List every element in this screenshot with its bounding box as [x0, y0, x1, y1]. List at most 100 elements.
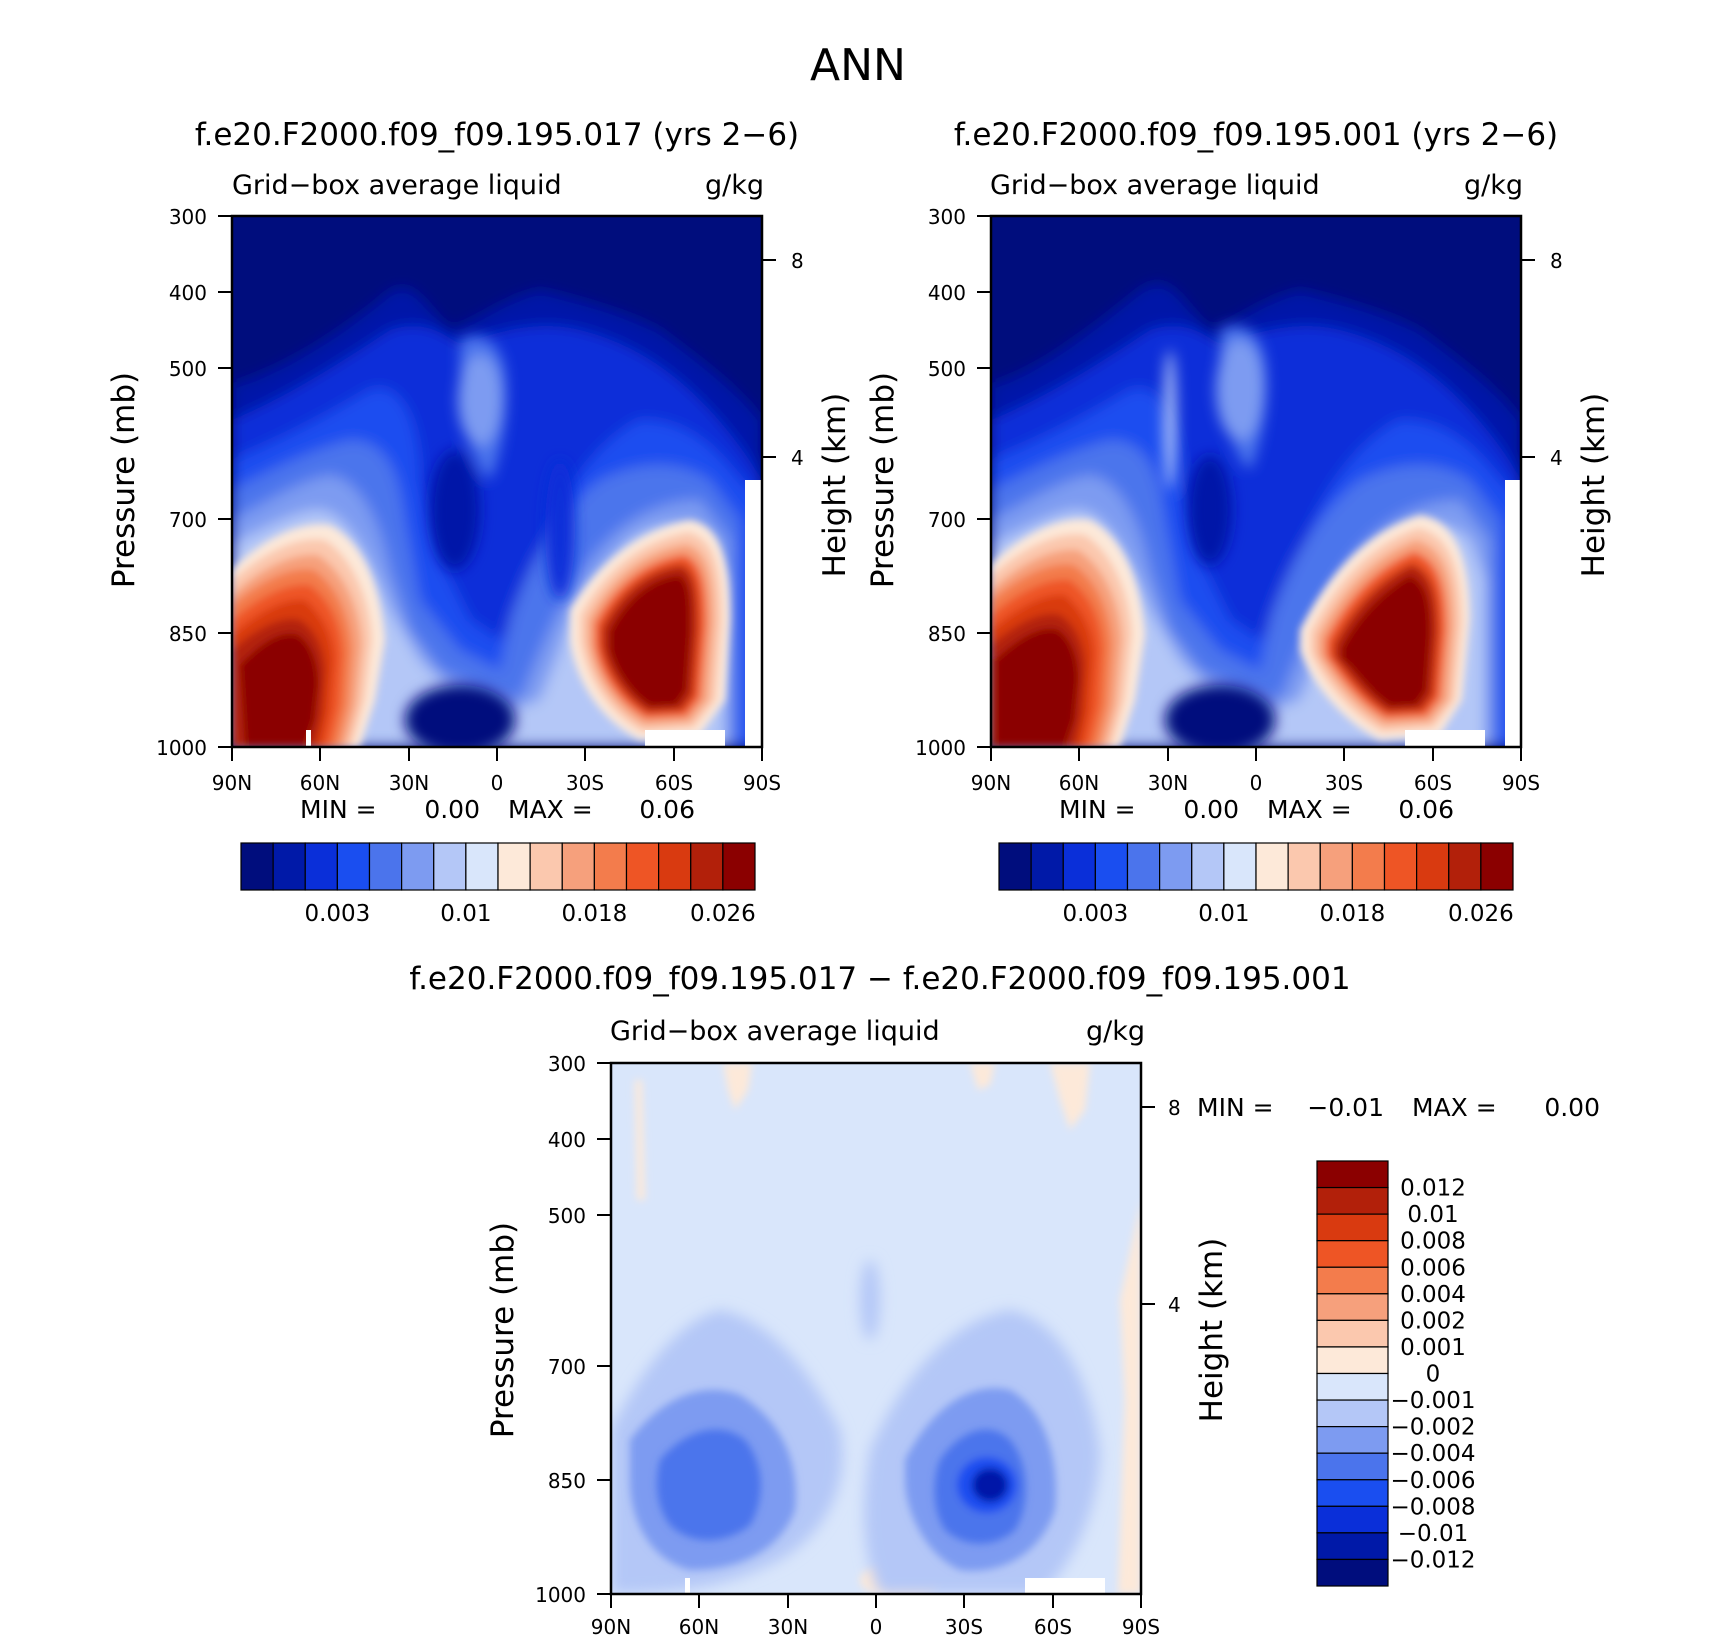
colorbar-label: 0	[1426, 1362, 1441, 1388]
min-max-readout: MIN = −0.01 MAX = 0.00	[1197, 1093, 1600, 1122]
colorbar-label: 0.026	[690, 901, 756, 927]
y2-tick-label: 4	[1550, 446, 1563, 470]
y-tick-label: 400	[169, 281, 207, 305]
x-tick-label: 30N	[768, 1615, 808, 1636]
colorbar: 0.003 0.01 0.018 0.026	[998, 842, 1514, 927]
colorbar: 0.0120.010.0080.0060.0040.0020.0010−0.00…	[1316, 1160, 1476, 1587]
colorbar-label: 0.006	[1400, 1255, 1466, 1281]
colorbar-swatch	[1316, 1213, 1389, 1242]
y-tick-label: 300	[169, 205, 207, 229]
x-axis-ticks: 90N 60N 30N 0 30S 60S 90S	[591, 1594, 1160, 1636]
colorbar-label: 0.003	[304, 901, 370, 927]
colorbar-swatch	[1316, 1293, 1389, 1321]
y2-axis-label: Height (km)	[1576, 393, 1612, 578]
colorbar-label: 0.003	[1062, 901, 1128, 927]
colorbar-swatch	[1351, 842, 1386, 891]
colorbar-label: −0.004	[1390, 1441, 1475, 1467]
colorbar-swatch	[998, 842, 1032, 891]
colorbar-swatch	[1319, 842, 1353, 891]
min-label: MIN =	[1197, 1093, 1274, 1122]
colorbar-swatch	[1316, 1240, 1389, 1268]
colorbar-swatch	[497, 842, 531, 891]
y-tick-label: 850	[169, 622, 207, 646]
colorbar-swatch	[465, 842, 499, 891]
x-tick-label: 0	[1250, 771, 1263, 795]
y-tick-label: 850	[548, 1469, 586, 1493]
colorbar-swatch	[1316, 1186, 1389, 1215]
y-tick-label: 400	[928, 281, 966, 305]
field-label: Grid−box average liquid	[610, 1016, 940, 1047]
colorbar-swatch	[1316, 1532, 1389, 1561]
figure-title: ANN	[810, 40, 906, 91]
colorbar-label: −0.001	[1390, 1388, 1475, 1414]
colorbar-swatch	[240, 842, 274, 891]
x-tick-label: 30S	[945, 1615, 983, 1636]
colorbar-label: −0.008	[1390, 1494, 1475, 1520]
colorbar-swatch	[1316, 1558, 1389, 1587]
colorbar-swatch	[1383, 842, 1418, 891]
y2-tick-label: 4	[1168, 1293, 1181, 1317]
colorbar: 0.003 0.01 0.018 0.026	[240, 842, 756, 927]
colorbar-swatch	[1316, 1479, 1389, 1507]
y-axis-label: Pressure (mb)	[865, 372, 901, 588]
y-tick-label: 1000	[535, 1583, 586, 1607]
colorbar-swatch	[1316, 1452, 1389, 1481]
contour-field	[991, 216, 1521, 747]
x-tick-label: 90S	[1502, 771, 1540, 795]
colorbar-label: 0.004	[1400, 1282, 1466, 1308]
min-value: 0.00	[424, 795, 480, 824]
y-tick-label: 850	[928, 622, 966, 646]
colorbar-swatch	[1159, 842, 1193, 891]
units-label: g/kg	[705, 170, 764, 201]
x-tick-label: 90N	[971, 771, 1011, 795]
colorbar-swatch	[368, 842, 403, 891]
colorbar-label: 0.026	[1448, 901, 1514, 927]
colorbar-label: −0.006	[1390, 1468, 1475, 1494]
y2-axis-label: Height (km)	[1194, 1238, 1230, 1423]
colorbar-swatch	[1448, 842, 1482, 891]
y-axis-label: Pressure (mb)	[106, 372, 142, 588]
colorbar-swatch	[1223, 842, 1257, 891]
y-tick-label: 300	[928, 205, 966, 229]
colorbar-label: 0.002	[1400, 1308, 1466, 1334]
x-tick-label: 60N	[300, 771, 340, 795]
max-label: MAX =	[1267, 795, 1352, 824]
x-tick-label: 60N	[1059, 771, 1099, 795]
y-tick-label: 1000	[156, 736, 207, 760]
x-tick-label: 30S	[1325, 771, 1363, 795]
colorbar-swatch	[722, 842, 756, 891]
y-axis-ticks: 300 400 500 700 850 1000	[535, 1052, 611, 1607]
x-tick-label: 30S	[566, 771, 604, 795]
colorbar-swatch	[272, 842, 306, 891]
colorbar-swatch	[1255, 842, 1289, 891]
y2-axis-ticks: 8 4	[1521, 249, 1563, 470]
panel-title: f.e20.F2000.f09_f09.195.017 − f.e20.F200…	[409, 961, 1350, 997]
x-tick-label: 60N	[679, 1615, 719, 1636]
colorbar-swatch	[401, 842, 435, 891]
y2-tick-label: 8	[1550, 249, 1563, 273]
y-tick-label: 300	[548, 1052, 586, 1076]
y-tick-label: 500	[169, 357, 207, 381]
y2-tick-label: 8	[1168, 1096, 1181, 1120]
y-tick-label: 1000	[915, 736, 966, 760]
x-tick-label: 90S	[1122, 1615, 1160, 1636]
y-tick-label: 700	[548, 1355, 586, 1379]
colorbar-swatch	[1316, 1160, 1389, 1189]
min-label: MIN =	[300, 795, 377, 824]
colorbar-label: 0.008	[1400, 1229, 1466, 1255]
colorbar-label: 0.012	[1400, 1176, 1466, 1202]
y-tick-label: 700	[169, 508, 207, 532]
colorbar-swatch	[529, 842, 563, 891]
x-tick-label: 30N	[389, 771, 429, 795]
contour-field	[611, 1063, 1141, 1594]
y-tick-label: 500	[928, 357, 966, 381]
colorbar-swatch	[336, 842, 371, 891]
max-value: 0.00	[1544, 1093, 1600, 1122]
min-value: 0.00	[1183, 795, 1239, 824]
x-tick-label: 30N	[1148, 771, 1188, 795]
colorbar-swatch	[1316, 1266, 1389, 1295]
colorbar-label: 0.018	[1319, 901, 1385, 927]
max-label: MAX =	[1412, 1093, 1497, 1122]
max-value: 0.06	[1398, 795, 1454, 824]
colorbar-label: −0.002	[1390, 1415, 1475, 1441]
